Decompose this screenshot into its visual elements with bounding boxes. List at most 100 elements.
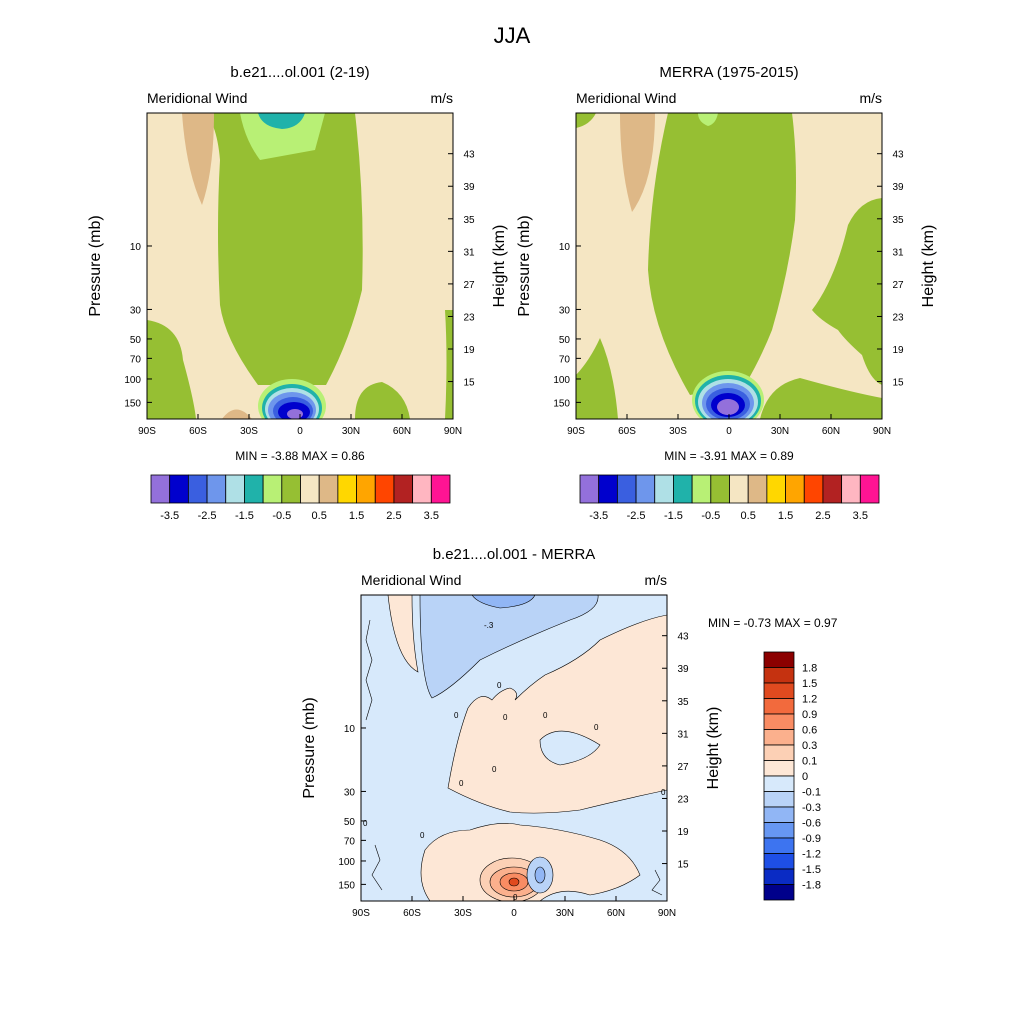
positive-mid: [447, 614, 667, 814]
y2-tick-label: 23: [677, 794, 689, 805]
y2-axis-title: Height (km): [491, 225, 508, 308]
x-tick-label: 60N: [607, 908, 625, 919]
negative-pocket: [539, 730, 601, 766]
colorbar-swatch: [763, 682, 795, 699]
y-tick-label: 30: [344, 787, 356, 798]
y2-axis-title: Height (km): [705, 707, 722, 790]
teal-top: [258, 113, 305, 129]
contour-label: 0: [661, 788, 666, 797]
colorbar-swatch: [300, 474, 320, 504]
colorbar-label: 0.5: [312, 510, 327, 522]
x-tick-label: 0: [297, 426, 303, 437]
colorbar-swatch: [763, 853, 795, 870]
y-tick-label: 10: [559, 242, 571, 253]
colorbar-swatch: [841, 474, 861, 504]
colorbar-swatch: [635, 474, 656, 504]
y2-tick-label: 43: [463, 150, 475, 161]
colorbar-label: 0: [802, 771, 808, 783]
min-max-stats: MIN = -3.88 MAX = 0.86: [235, 449, 365, 463]
colorbar-swatch: [803, 474, 824, 504]
contour-label: 0: [492, 765, 497, 774]
panel-title: MERRA (1975-2015): [659, 64, 798, 81]
y-tick-label: 10: [344, 724, 356, 735]
contour-label: 0: [420, 831, 425, 840]
green-left: [147, 320, 196, 419]
axes-merra: 90S 60S 30S 0 30N 60N 90N 10 30 50 70 100 150 43 39 35 3…: [553, 150, 904, 437]
panel-merra: MERRA (1975-2015) Meridional Wind m/s 90…: [516, 64, 937, 522]
x-tick-label: 60N: [822, 426, 840, 437]
axes-model: 90S 60S 30S 0 30N 60N 90N 10 30 50 70 100 150 43 39 35 3…: [124, 150, 475, 437]
colorbar-swatch: [187, 474, 208, 504]
colorbar-label: -1.5: [235, 510, 254, 522]
colorbar-swatch: [654, 474, 674, 504]
x-tick-label: 0: [726, 426, 732, 437]
x-tick-label: 30N: [556, 908, 574, 919]
panel-title: b.e21....ol.001 (2-19): [230, 64, 369, 81]
colorbar-merra: -3.5 -2.5 -1.5 -0.5 0.5 1.5 2.5 3.5: [579, 474, 880, 522]
colorbar-swatch: [747, 474, 768, 504]
axes-difference: 90S 60S 30S 0 30N 60N 90N103050701001504339353…: [338, 632, 689, 919]
colorbar-swatch: [763, 806, 795, 823]
jet-level-7: [287, 409, 303, 419]
colorbar-label: 0.3: [802, 740, 817, 752]
figure-title: JJA: [494, 23, 531, 48]
colorbar-swatch: [691, 474, 712, 504]
contour-label: 0: [503, 713, 508, 722]
left-label: Meridional Wind: [576, 90, 676, 106]
y-tick-label: 30: [130, 305, 142, 316]
y-tick-label: 150: [124, 398, 141, 409]
colorbar-swatch: [763, 713, 795, 730]
green-bottom: [760, 378, 882, 419]
panel-difference: b.e21....ol.001 - MERRA Meridional Wind …: [301, 546, 838, 919]
negative-top: [419, 595, 599, 699]
colorbar-swatch: [318, 474, 339, 504]
colorbar-swatch: [729, 474, 749, 504]
colorbar-swatch: [763, 651, 795, 668]
green-band: [648, 113, 796, 395]
y-tick-label: 50: [344, 817, 356, 828]
colorbar-label: -2.5: [198, 510, 217, 522]
positive-level-4: [508, 877, 520, 887]
units-label: m/s: [859, 90, 882, 106]
y-tick-label: 10: [130, 242, 142, 253]
colorbar-swatch: [763, 791, 795, 808]
y2-tick-label: 35: [463, 215, 475, 226]
colorbar-label: -1.2: [802, 849, 821, 861]
y-axis-title: Pressure (mb): [301, 697, 318, 798]
colorbar-label: 0.9: [802, 709, 817, 721]
colorbar-label: 1.8: [802, 663, 817, 675]
colorbar-label: 1.5: [349, 510, 364, 522]
colorbar-swatch: [374, 474, 395, 504]
y2-tick-label: 27: [892, 280, 904, 291]
tan-blob: [182, 113, 214, 205]
left-label: Meridional Wind: [361, 572, 461, 588]
min-max-stats: MIN = -0.73 MAX = 0.97: [708, 616, 838, 630]
colorbar-swatch: [763, 837, 795, 854]
x-tick-label: 30S: [240, 426, 258, 437]
y2-tick-label: 15: [892, 378, 904, 389]
edge-noise-left: [365, 619, 373, 721]
green-left: [576, 338, 618, 419]
colorbar-swatch: [763, 698, 795, 715]
colorbar-swatch: [393, 474, 414, 504]
contour-label: 0: [497, 681, 502, 690]
x-tick-label: 30S: [669, 426, 687, 437]
tan-bottom: [222, 409, 252, 419]
green-band: [205, 113, 363, 385]
y2-tick-label: 43: [892, 150, 904, 161]
colorbar-label: 0.5: [741, 510, 756, 522]
colorbar-swatch: [763, 822, 795, 839]
y2-tick-label: 39: [677, 664, 689, 675]
contour-label: 0: [363, 819, 368, 828]
colorbar-swatch: [763, 667, 795, 684]
colorbar-swatch: [244, 474, 264, 504]
colorbar-swatch: [412, 474, 432, 504]
contour-label: -.3: [484, 621, 494, 630]
colorbar-swatch: [616, 474, 637, 504]
edge-noise-right: [651, 869, 663, 896]
y2-tick-label: 43: [677, 632, 689, 643]
colorbar-label: 0.6: [802, 725, 817, 737]
y-axis-title: Pressure (mb): [516, 215, 533, 316]
y2-tick-label: 23: [463, 312, 475, 323]
colorbar-label: -3.5: [589, 510, 608, 522]
